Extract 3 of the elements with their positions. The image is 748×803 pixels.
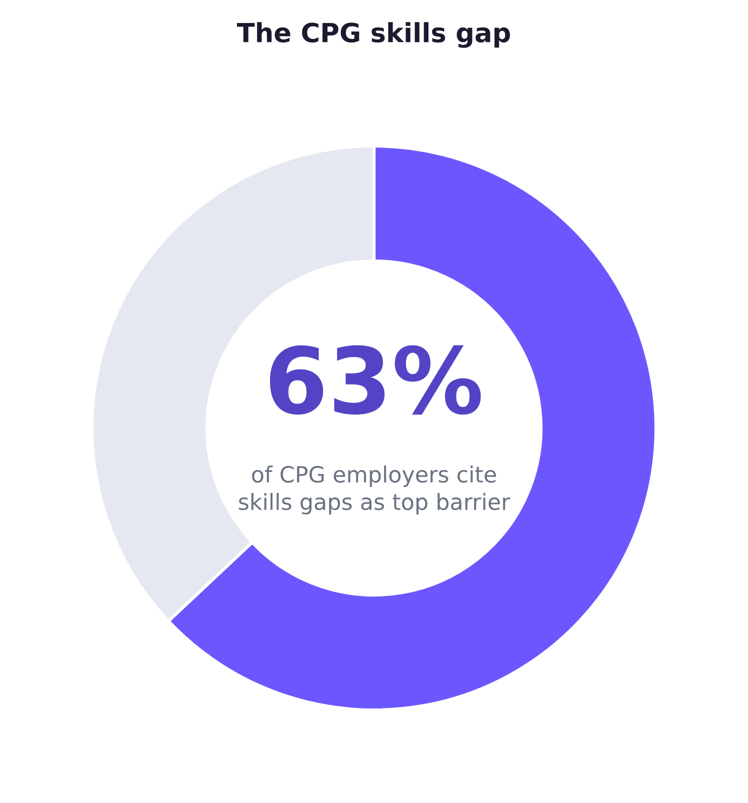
chart-title: The CPG skills gap — [236, 22, 510, 48]
text: 63% — [270, 345, 481, 415]
text: of CPG employers cite skills gaps as top barrier — [239, 466, 510, 514]
